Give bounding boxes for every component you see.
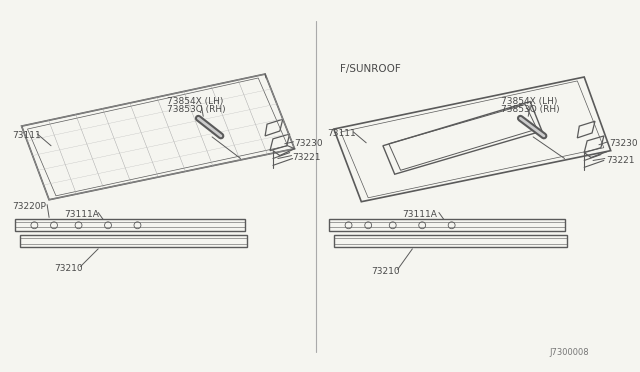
Text: 73221: 73221 [292,153,321,161]
Text: 73220P: 73220P [12,202,45,211]
Text: 73230: 73230 [609,139,637,148]
Text: 73111: 73111 [327,129,356,138]
Text: 73210: 73210 [54,264,83,273]
Text: 73210: 73210 [371,266,400,276]
Text: 73221: 73221 [606,155,634,164]
Text: 73854X (LH): 73854X (LH) [500,97,557,106]
Text: 73111A: 73111A [64,209,99,219]
Text: 73853Q (RH): 73853Q (RH) [500,106,559,115]
Text: F/SUNROOF: F/SUNROOF [340,64,401,74]
Text: 73854X (LH): 73854X (LH) [167,97,223,106]
Text: 73111A: 73111A [403,209,437,219]
Text: 73230: 73230 [294,139,323,148]
Text: J7300008: J7300008 [550,348,589,357]
Text: 73111: 73111 [12,131,40,140]
Text: 73853Q (RH): 73853Q (RH) [167,106,225,115]
